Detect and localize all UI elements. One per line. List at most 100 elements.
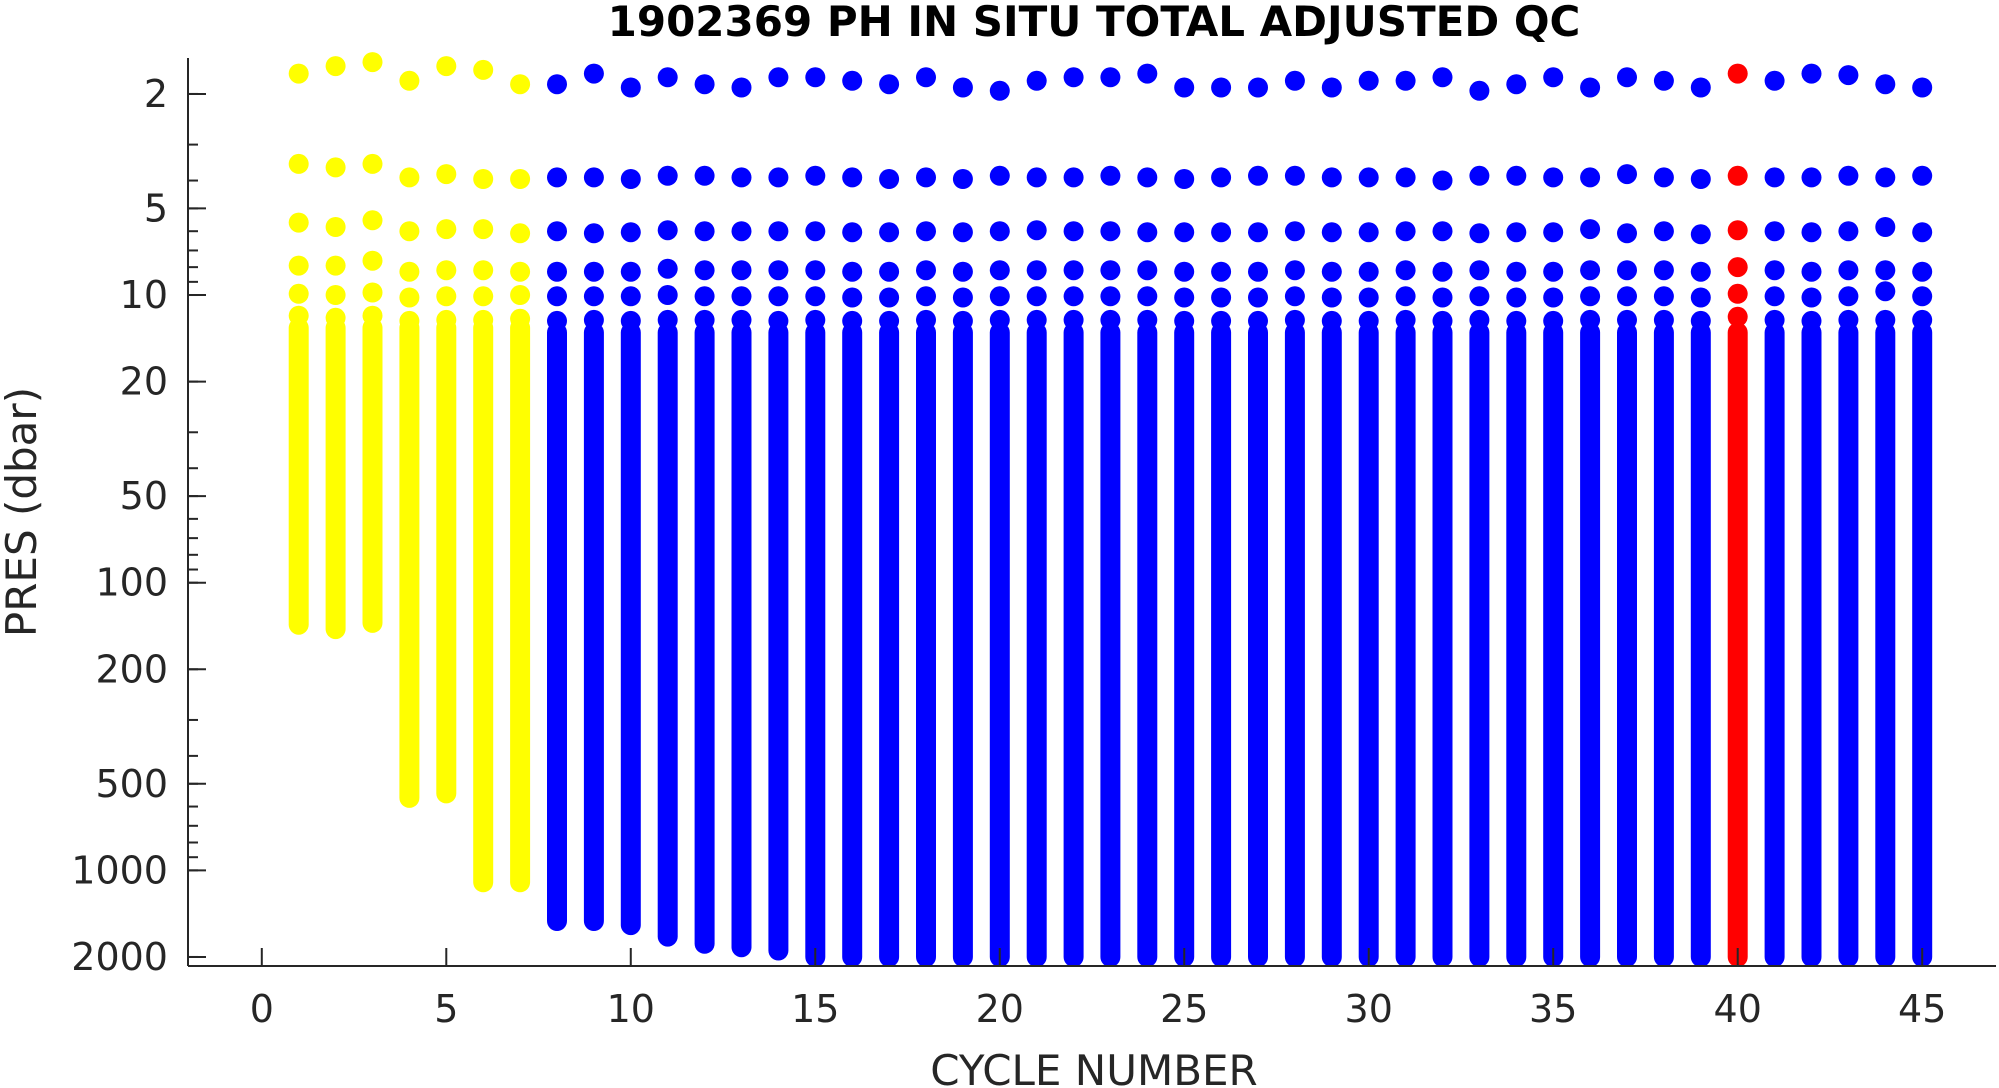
data-point (620, 222, 641, 243)
profile-column (620, 322, 641, 936)
profile-column (916, 322, 936, 967)
profile-column (989, 322, 1010, 967)
data-point (989, 80, 1010, 101)
profile-cycle-31 (1395, 70, 1416, 967)
data-point (1727, 63, 1748, 84)
data-point (1358, 261, 1379, 282)
data-point (1395, 260, 1416, 281)
data-point (1801, 63, 1822, 84)
data-point (362, 250, 383, 271)
data-point (842, 222, 863, 243)
y-tick-label: 200 (95, 647, 168, 691)
data-point (510, 261, 531, 282)
data-point (694, 286, 715, 307)
data-point (620, 261, 641, 282)
data-point (1432, 170, 1453, 191)
data-point (1211, 77, 1232, 98)
x-ticks: 0 5 10 15 20 25 30 35 40 45 (250, 948, 1946, 1031)
data-point (473, 286, 494, 307)
profile-cycle-37 (1617, 67, 1637, 967)
data-point (1248, 222, 1268, 243)
data-point (583, 223, 604, 244)
data-point (1543, 222, 1564, 243)
data-point (1653, 167, 1674, 188)
data-point (952, 261, 973, 282)
data-point (1838, 65, 1859, 86)
profile-cycle-21 (1026, 70, 1047, 967)
profile-cycle-10 (620, 77, 641, 936)
data-point (1617, 223, 1637, 244)
data-point (362, 210, 383, 231)
data-point (1912, 222, 1933, 243)
data-point (547, 286, 567, 307)
profile-column (879, 322, 900, 967)
data-point (1653, 260, 1674, 281)
data-point (1617, 286, 1637, 307)
data-point (1764, 167, 1785, 188)
profile-column (1838, 322, 1859, 967)
data-point (1580, 286, 1601, 307)
profile-column (473, 317, 494, 893)
x-tick-label: 30 (1345, 987, 1393, 1031)
profile-column (510, 317, 531, 893)
data-point (473, 169, 494, 189)
axes (187, 58, 1996, 967)
data-point (1026, 220, 1047, 241)
profile-cycle-7 (510, 74, 531, 893)
profile-column (1248, 322, 1268, 967)
y-tick-label: 2 (144, 72, 168, 116)
data-point (952, 77, 973, 98)
data-point (1063, 221, 1084, 242)
profile-column (399, 317, 420, 808)
data-point (1727, 306, 1748, 327)
data-point (1063, 67, 1084, 88)
profile-cycle-34 (1506, 74, 1527, 967)
data-point (1284, 260, 1305, 281)
data-point (325, 285, 346, 305)
data-point (842, 167, 863, 188)
profile-column (1727, 322, 1748, 967)
data-point (1284, 286, 1305, 307)
data-point (436, 164, 457, 185)
profile-cycle-41 (1764, 70, 1785, 967)
data-point (1395, 70, 1416, 91)
profile-column (1432, 322, 1453, 967)
profile-cycle-36 (1580, 77, 1601, 967)
data-point (436, 286, 457, 307)
y-tick-label: 2000 (71, 935, 168, 979)
data-point (879, 169, 900, 189)
chart-title: 1902369 PH IN SITU TOTAL ADJUSTED QC (608, 0, 1581, 46)
data-point (1690, 287, 1711, 308)
x-tick-label: 45 (1898, 987, 1946, 1031)
data-point (1211, 167, 1232, 188)
data-point (1506, 74, 1527, 95)
data-point (805, 221, 826, 242)
data-point (1469, 286, 1490, 307)
data-point (916, 286, 936, 307)
data-point (620, 169, 641, 189)
data-point (1026, 260, 1047, 281)
x-tick-label: 35 (1529, 987, 1577, 1031)
data-point (1912, 165, 1933, 186)
data-point (1653, 70, 1674, 91)
data-point (1764, 221, 1785, 242)
profile-cycle-19 (952, 77, 973, 967)
data-point (842, 287, 863, 308)
profile-column (1912, 322, 1933, 967)
profile-column (1543, 322, 1564, 967)
profile-cycle-39 (1690, 77, 1711, 967)
data-point (547, 261, 567, 282)
profile-cycle-22 (1063, 67, 1084, 967)
data-point (1284, 165, 1305, 186)
data-point (547, 74, 567, 95)
data-point (1100, 165, 1121, 186)
data-point (1506, 165, 1527, 186)
data-point (436, 219, 457, 240)
data-point (325, 255, 346, 276)
data-point (1100, 221, 1121, 242)
data-point (1321, 222, 1342, 243)
y-tick-label: 50 (120, 474, 168, 518)
y-ticks: 2 5 10 20 50 100 200 500 1000 2000 (71, 72, 206, 979)
data-point (989, 165, 1010, 186)
data-point (510, 169, 531, 189)
